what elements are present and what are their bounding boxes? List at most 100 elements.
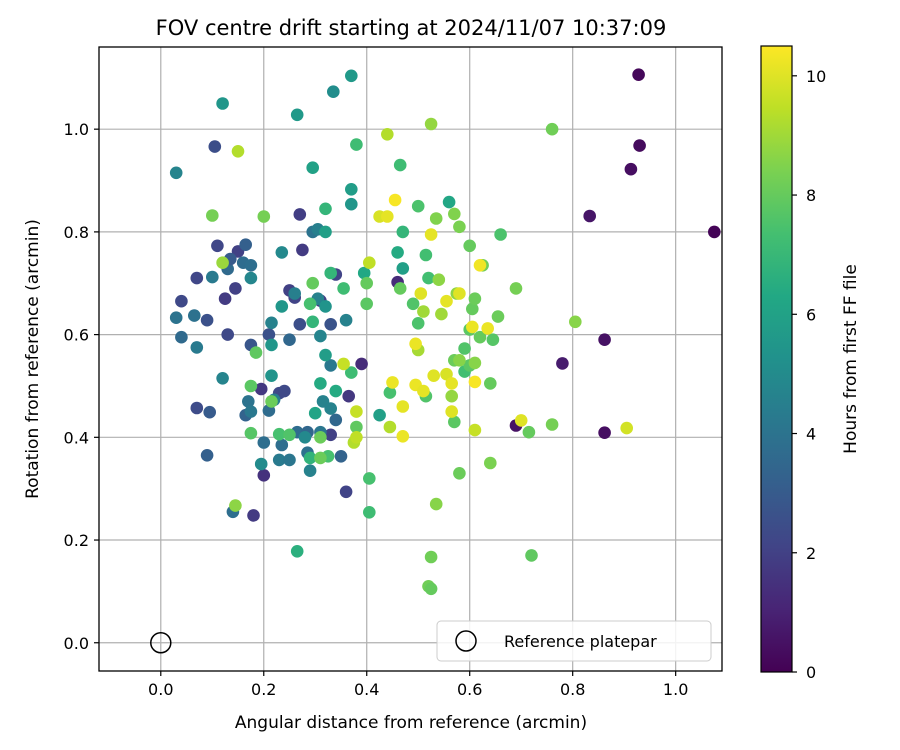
data-point-177 (453, 354, 466, 367)
data-point-12 (190, 271, 204, 285)
data-point-113 (319, 202, 332, 216)
data-point-150 (473, 330, 487, 344)
data-point-67 (283, 333, 296, 347)
data-point-104 (308, 406, 322, 420)
data-point-107 (314, 377, 327, 390)
data-point-157 (545, 122, 559, 136)
data-point-153 (484, 456, 497, 470)
data-point-5 (598, 333, 611, 347)
data-point-135 (314, 451, 327, 465)
data-point-194 (388, 193, 402, 207)
data-point-9 (208, 140, 222, 153)
data-point-46 (190, 341, 204, 354)
data-point-65 (272, 453, 286, 467)
data-point-52 (239, 238, 252, 251)
data-point-2 (633, 139, 646, 152)
data-point-96 (306, 161, 320, 174)
y-tick-label-1: 0.2 (64, 531, 89, 550)
data-point-111 (337, 282, 350, 295)
data-point-79 (324, 359, 338, 372)
x-tick-label-0: 0.0 (148, 680, 173, 699)
data-point-213 (514, 414, 528, 427)
data-point-35 (293, 318, 307, 331)
data-point-87 (254, 457, 268, 471)
data-point-84 (298, 431, 312, 444)
colorbar-tick-label-0: 0 (806, 663, 816, 682)
data-point-141 (448, 415, 461, 429)
data-point-40 (169, 166, 183, 180)
data-point-38 (324, 318, 338, 331)
data-point-205 (440, 367, 453, 381)
data-point-204 (440, 294, 453, 308)
data-point-108 (350, 138, 363, 151)
data-point-81 (339, 313, 353, 327)
chart-title: FOV centre drift starting at 2024/11/07 … (156, 16, 667, 40)
y-tick-label-2: 0.4 (64, 428, 89, 447)
data-point-22 (293, 208, 307, 221)
data-point-130 (244, 379, 258, 393)
data-point-88 (265, 369, 278, 383)
data-points (169, 68, 721, 596)
data-point-142 (458, 342, 471, 355)
data-point-53 (244, 259, 258, 272)
data-point-212 (481, 322, 495, 335)
data-point-196 (396, 400, 410, 413)
data-point-21 (257, 469, 271, 482)
data-point-163 (231, 145, 245, 158)
data-point-149 (494, 228, 507, 241)
data-point-18 (221, 328, 234, 341)
data-point-158 (545, 418, 559, 431)
data-point-4 (583, 209, 596, 223)
data-point-0 (708, 225, 721, 239)
data-point-202 (424, 228, 438, 241)
data-point-138 (360, 297, 374, 311)
data-point-159 (569, 315, 582, 329)
data-point-27 (278, 384, 291, 398)
data-point-62 (265, 316, 278, 330)
x-tick-label-4: 0.8 (560, 680, 585, 699)
data-point-180 (424, 117, 438, 131)
reference-platepar-marker (150, 632, 172, 654)
colorbar-label: Hours from first FF file (841, 264, 861, 454)
data-point-175 (468, 292, 482, 306)
data-point-55 (242, 395, 255, 408)
data-point-139 (360, 276, 374, 290)
x-tick-label-3: 0.6 (457, 680, 482, 699)
data-point-57 (244, 405, 258, 418)
data-point-197 (396, 430, 410, 443)
data-point-103 (396, 225, 410, 239)
y-tick-label-5: 1.0 (64, 120, 89, 139)
data-point-86 (265, 338, 278, 352)
data-point-17 (229, 282, 242, 295)
data-point-3 (624, 162, 638, 176)
data-point-109 (393, 158, 407, 172)
y-axis-ticks: 0.0 0.2 0.4 0.6 0.8 1.0 (64, 120, 99, 653)
data-point-186 (350, 405, 363, 418)
data-point-105 (329, 384, 343, 398)
data-point-72 (303, 464, 317, 478)
data-point-128 (283, 428, 296, 442)
data-point-118 (411, 199, 425, 213)
data-point-207 (445, 405, 459, 418)
data-point-78 (324, 402, 338, 415)
data-point-211 (473, 259, 487, 272)
data-point-210 (468, 375, 482, 389)
data-point-99 (373, 408, 386, 422)
data-point-36 (262, 328, 276, 341)
data-point-13 (175, 294, 188, 308)
data-point-131 (249, 346, 263, 359)
data-point-146 (484, 377, 497, 390)
data-point-124 (306, 315, 320, 329)
data-point-140 (453, 467, 466, 480)
data-point-66 (283, 453, 296, 467)
data-point-187 (363, 256, 376, 270)
data-point-39 (216, 97, 229, 110)
data-point-167 (429, 212, 443, 225)
y-axis-label: Rotation from reference (arcmin) (23, 219, 43, 499)
data-point-89 (290, 108, 304, 122)
data-point-48 (216, 372, 229, 385)
data-point-178 (468, 356, 482, 370)
data-point-63 (275, 246, 289, 259)
